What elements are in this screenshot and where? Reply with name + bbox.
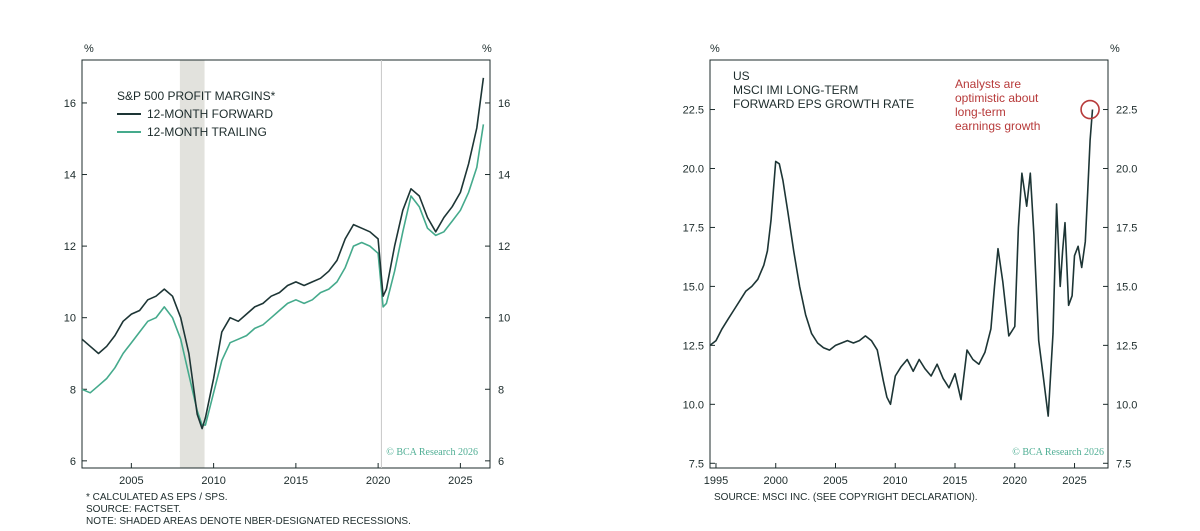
x-tick-label-0: 1995 [704,475,728,487]
left-y-axis: 7.5 10.0 12.5 15.0 17.5 20.0 22.5 [683,105,715,470]
left-y-axis: 6 8 10 12 14 16 [64,98,87,468]
right-axis-unit: % [1110,43,1120,55]
recession-band-0 [179,60,205,468]
y-tick-label-left-6: 22.5 [683,105,704,117]
series-line-eps-growth [709,109,1094,417]
y-tick-label-left-1: 8 [70,384,76,396]
annotation-line-2: optimistic about [955,91,1039,105]
legend-title-line-1: US [733,69,750,83]
legend: S&P 500 PROFIT MARGINS* 12-MONTH FORWARD… [117,89,276,139]
left-axis-unit: % [710,43,720,55]
series-lines [709,109,1094,417]
x-axis: 1995 2000 2005 2010 2015 2020 2025 [704,463,1087,487]
footnote-3: NOTE: SHADED AREAS DENOTE NBER-DESIGNATE… [86,516,411,527]
y-tick-label-left-0: 6 [70,456,76,468]
annotation: Analysts are optimistic about long-term … [955,77,1100,133]
right-axis-unit: % [482,43,492,55]
x-tick-label-0: 2005 [119,475,143,487]
y-tick-label-right-0: 6 [498,456,504,468]
footnotes-left: * CALCULATED AS EPS / SPS. SOURCE: FACTS… [86,492,411,527]
x-tick-label-4: 2025 [448,475,472,487]
y-tick-label-left-3: 12 [64,241,76,253]
y-tick-label-right-5: 20.0 [1116,163,1137,175]
y-tick-label-right-4: 17.5 [1116,222,1137,234]
y-tick-label-right-2: 10 [498,313,510,325]
y-tick-label-right-2: 12.5 [1116,340,1137,352]
x-tick-label-5: 2020 [1003,475,1027,487]
legend-title-line-2: MSCI IMI LONG-TERM [733,83,858,97]
y-tick-label-left-5: 20.0 [683,163,704,175]
x-tick-label-6: 2025 [1062,475,1086,487]
y-tick-label-right-4: 14 [498,170,510,182]
x-tick-label-2: 2005 [823,475,847,487]
y-tick-label-left-2: 12.5 [683,340,704,352]
legend-label-trailing: 12-MONTH TRAILING [147,125,267,139]
x-axis: 2005 2010 2015 2020 2025 [119,463,473,487]
plot-frame [709,59,1109,469]
annotation-circle [1080,99,1100,120]
y-tick-label-right-5: 16 [498,98,510,110]
y-tick-label-left-1: 10.0 [683,399,704,411]
y-tick-label-left-5: 16 [64,98,76,110]
right-y-axis: 6 8 10 12 14 16 [485,98,510,468]
legend-label-forward: 12-MONTH FORWARD [147,107,273,121]
y-tick-label-left-0: 7.5 [689,458,704,470]
legend-title-line-3: FORWARD EPS GROWTH RATE [733,97,914,111]
annotation-line-4: earnings growth [955,119,1040,133]
x-tick-label-4: 2015 [943,475,967,487]
right-y-axis: 7.5 10.0 12.5 15.0 17.5 20.0 22.5 [1103,105,1137,470]
annotation-line-3: long-term [955,105,1006,119]
series-lines [81,77,485,430]
series-line-12-month-trailing [81,124,485,426]
x-tick-label-3: 2020 [366,475,390,487]
footnote-2: SOURCE: FACTSET. [86,504,181,515]
x-tick-label-1: 2000 [763,475,787,487]
y-tick-label-right-3: 12 [498,241,510,253]
y-tick-label-left-4: 17.5 [683,222,704,234]
x-tick-label-3: 2010 [883,475,907,487]
copyright-left: © BCA Research 2026 [386,447,478,458]
x-tick-label-2: 2015 [284,475,308,487]
legend: US MSCI IMI LONG-TERM FORWARD EPS GROWTH… [733,69,914,111]
footnote-1: * CALCULATED AS EPS / SPS. [86,492,228,503]
recession-shading [179,60,205,468]
left-axis-unit: % [84,43,94,55]
y-tick-label-right-1: 8 [498,384,504,396]
footnote-source: SOURCE: MSCI INC. (SEE COPYRIGHT DECLARA… [714,492,978,503]
eps-growth-chart: 7.5 10.0 12.5 15.0 17.5 20.0 22.5 7.5 10.0 12.5 1… [683,43,1138,503]
y-tick-label-right-1: 10.0 [1116,399,1137,411]
y-tick-label-right-3: 15.0 [1116,281,1137,293]
legend-title: S&P 500 PROFIT MARGINS* [117,89,276,103]
copyright-right: © BCA Research 2026 [1012,447,1104,458]
y-tick-label-right-0: 7.5 [1116,458,1131,470]
plot-frame [81,59,491,469]
y-tick-label-left-3: 15.0 [683,281,704,293]
y-tick-label-left-4: 14 [64,170,76,182]
annotation-line-1: Analysts are [955,77,1021,91]
y-tick-label-left-2: 10 [64,313,76,325]
series-line-12-month-forward [81,77,485,430]
y-tick-label-right-6: 22.5 [1116,105,1137,117]
x-tick-label-1: 2010 [201,475,225,487]
